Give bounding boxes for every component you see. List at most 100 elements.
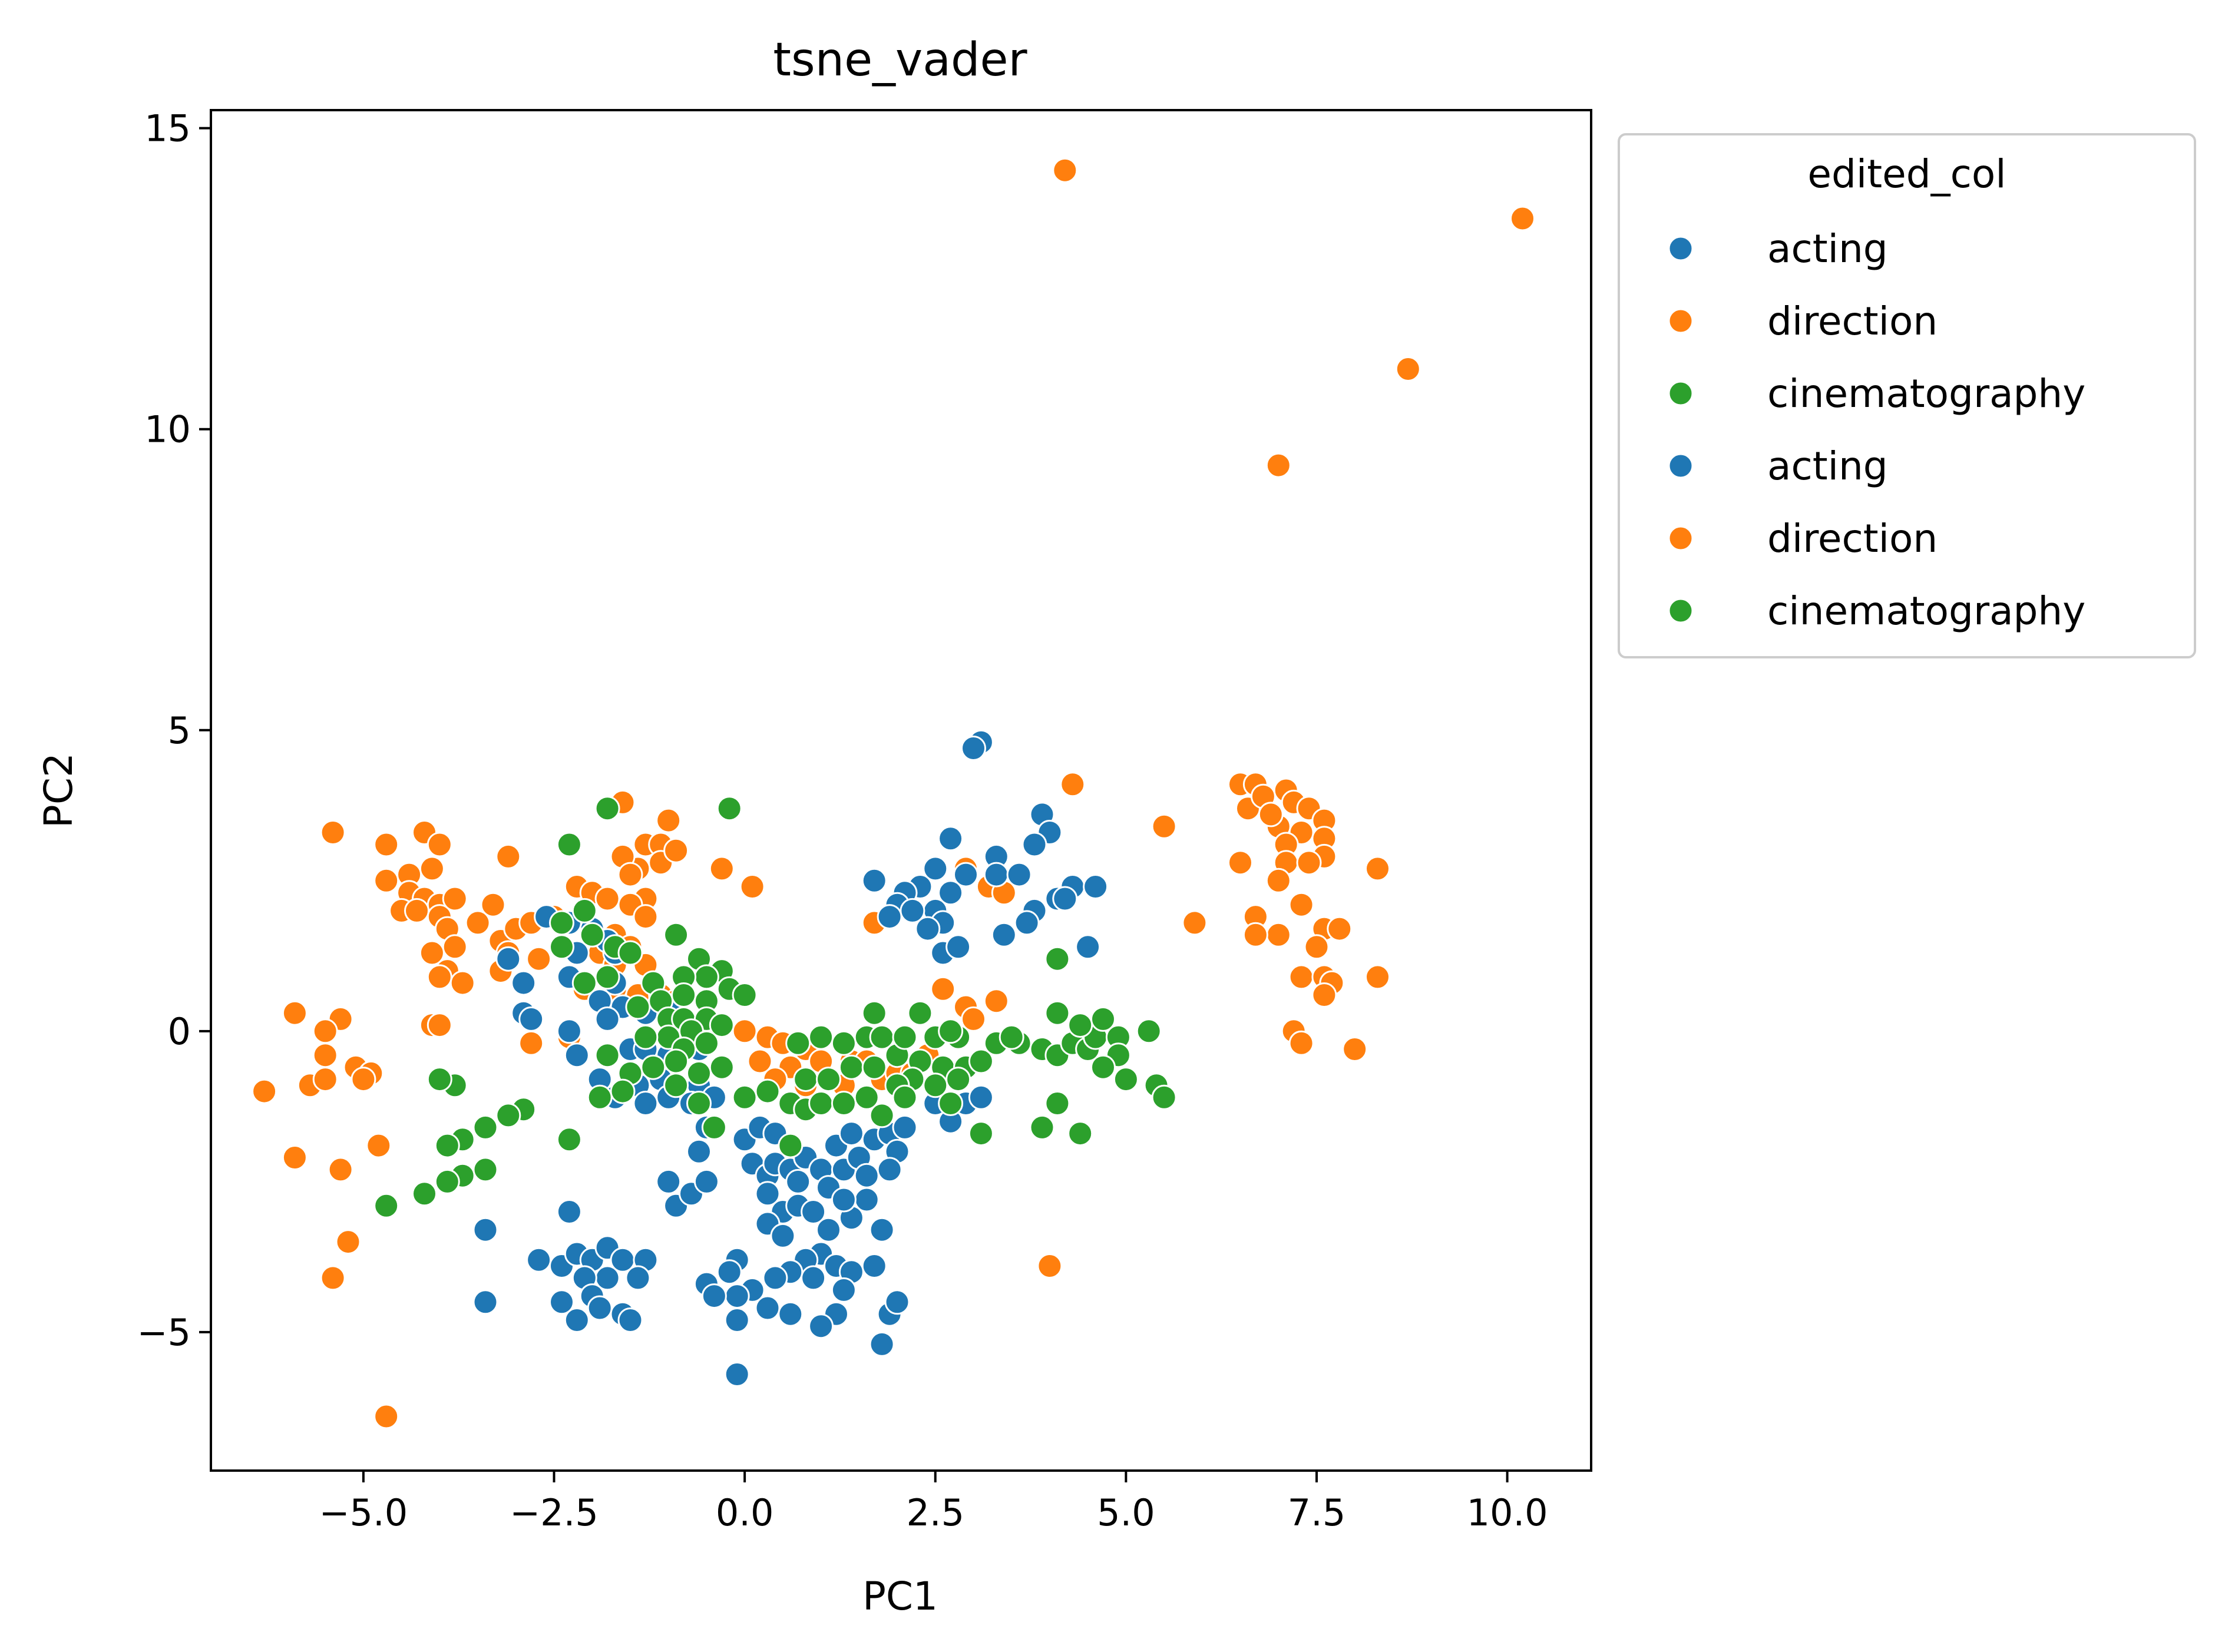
- legend-entries: acting direction cinematography acting direc…: [1668, 226, 2085, 634]
- data-point-direction-23: [1228, 850, 1253, 876]
- data-point-acting-95: [755, 1181, 781, 1207]
- data-point-direction-102: [427, 1012, 452, 1038]
- data-point-direction-82: [663, 837, 689, 863]
- data-point-direction-36: [1365, 964, 1390, 990]
- data-point-direction-78: [656, 807, 682, 833]
- legend: edited_col acting direction cinematography…: [1618, 133, 2196, 658]
- data-point-cinematography-85: [1090, 1006, 1116, 1032]
- data-point-cinematography-98: [1044, 946, 1070, 972]
- legend-label-acting: acting: [1767, 443, 1888, 489]
- data-point-cinematography-10: [571, 970, 597, 996]
- data-point-cinematography-100: [1067, 1012, 1093, 1038]
- data-point-acting-103: [869, 1217, 895, 1243]
- data-point-cinematography-2: [556, 832, 582, 858]
- data-point-acting-144: [587, 1295, 613, 1321]
- data-point-cinematography-44: [755, 1078, 781, 1104]
- data-point-cinematography-101: [556, 1127, 582, 1153]
- data-point-direction-105: [312, 1018, 338, 1044]
- data-point-cinematography-60: [861, 1000, 887, 1026]
- data-point-acting-65: [686, 1138, 712, 1164]
- data-point-acting-24: [915, 916, 941, 942]
- data-point-cinematography-69: [968, 1048, 994, 1074]
- data-point-acting-105: [831, 1187, 857, 1213]
- y-axis-label: PC2: [36, 753, 81, 828]
- data-point-direction-6: [1182, 910, 1208, 936]
- data-point-direction-41: [320, 820, 346, 845]
- data-point-direction-143: [1037, 1253, 1063, 1279]
- data-point-cinematography-32: [709, 1054, 735, 1080]
- data-point-direction-114: [282, 1145, 308, 1170]
- data-point-acting-83: [854, 1163, 880, 1188]
- data-point-direction-71: [526, 946, 552, 972]
- data-point-cinematography-16: [693, 964, 719, 990]
- legend-frame: [1618, 133, 2196, 658]
- data-point-cinematography-111: [434, 1168, 460, 1194]
- data-point-acting-145: [549, 1289, 574, 1315]
- points-layer: [252, 157, 1535, 1429]
- data-point-direction-0: [1052, 157, 1078, 183]
- data-point-cinematography-59: [869, 1024, 895, 1050]
- data-point-cinematography-8: [617, 940, 643, 966]
- data-point-acting-66: [656, 1168, 682, 1194]
- data-point-cinematography-19: [732, 982, 758, 1008]
- data-point-direction-33: [1288, 964, 1314, 990]
- data-point-acting-10: [1006, 862, 1032, 888]
- data-point-acting-6: [938, 880, 964, 906]
- data-point-acting-48: [564, 1042, 590, 1068]
- legend-title: edited_col: [1807, 151, 2006, 197]
- data-point-cinematography-65: [938, 1018, 964, 1044]
- data-point-direction-16: [1258, 802, 1284, 827]
- data-point-acting-47: [556, 1018, 582, 1044]
- data-point-cinematography-49: [854, 1084, 880, 1110]
- data-point-cinematography-4: [549, 910, 574, 936]
- data-point-acting-38: [511, 970, 537, 996]
- data-point-cinematography-3: [571, 898, 597, 923]
- legend-label-cinematography: cinematography: [1767, 371, 2085, 416]
- data-point-direction-135: [930, 976, 956, 1002]
- x-tick-label: 0.0: [716, 1491, 774, 1534]
- data-point-cinematography-51: [816, 1067, 841, 1092]
- data-point-direction-51: [442, 886, 468, 912]
- data-point-direction-62: [480, 892, 506, 918]
- data-point-acting-77: [785, 1168, 811, 1194]
- data-point-cinematography-39: [610, 1078, 636, 1104]
- data-point-direction-3: [1265, 452, 1291, 478]
- data-point-cinematography-13: [625, 994, 651, 1020]
- data-point-cinematography-93: [1029, 1114, 1055, 1140]
- data-point-cinematography-26: [709, 1012, 735, 1038]
- data-point-acting-60: [633, 1091, 659, 1116]
- data-point-direction-106: [312, 1042, 338, 1068]
- data-point-cinematography-47: [808, 1091, 834, 1116]
- x-tick-label: −5.0: [319, 1491, 408, 1534]
- data-point-cinematography-108: [427, 1067, 452, 1092]
- data-point-direction-110: [312, 1067, 338, 1092]
- data-point-direction-111: [351, 1067, 376, 1092]
- data-point-acting-29: [1014, 910, 1040, 936]
- data-point-acting-129: [884, 1289, 910, 1315]
- data-point-direction-2: [1395, 356, 1421, 382]
- x-tick-label: 2.5: [906, 1491, 964, 1534]
- data-point-acting-112: [861, 1253, 887, 1279]
- data-point-direction-4: [1060, 772, 1086, 797]
- data-point-cinematography-99: [1044, 1000, 1070, 1026]
- data-point-cinematography-5: [579, 922, 605, 948]
- data-point-cinematography-89: [1136, 1018, 1162, 1044]
- data-point-direction-63: [465, 910, 491, 936]
- chart-title: tsne_vader: [773, 34, 1027, 87]
- data-point-acting-2: [938, 826, 964, 852]
- data-point-cinematography-1: [594, 796, 620, 822]
- data-point-direction-22: [1296, 850, 1322, 876]
- data-point-cinematography-55: [785, 1030, 811, 1056]
- y-tick-label: 5: [168, 709, 191, 752]
- data-point-direction-74: [594, 886, 620, 912]
- data-point-direction-118: [373, 1403, 399, 1429]
- legend-label-acting: acting: [1767, 226, 1888, 272]
- data-point-direction-103: [282, 1000, 308, 1026]
- data-point-direction-45: [373, 868, 399, 893]
- y-tick-label: 10: [144, 408, 191, 451]
- y-tick-label: 0: [168, 1010, 191, 1053]
- data-point-cinematography-75: [892, 1084, 918, 1110]
- data-point-cinematography-106: [434, 1133, 460, 1158]
- data-point-cinematography-87: [1090, 1054, 1116, 1080]
- x-tick-label: 10.0: [1467, 1491, 1548, 1534]
